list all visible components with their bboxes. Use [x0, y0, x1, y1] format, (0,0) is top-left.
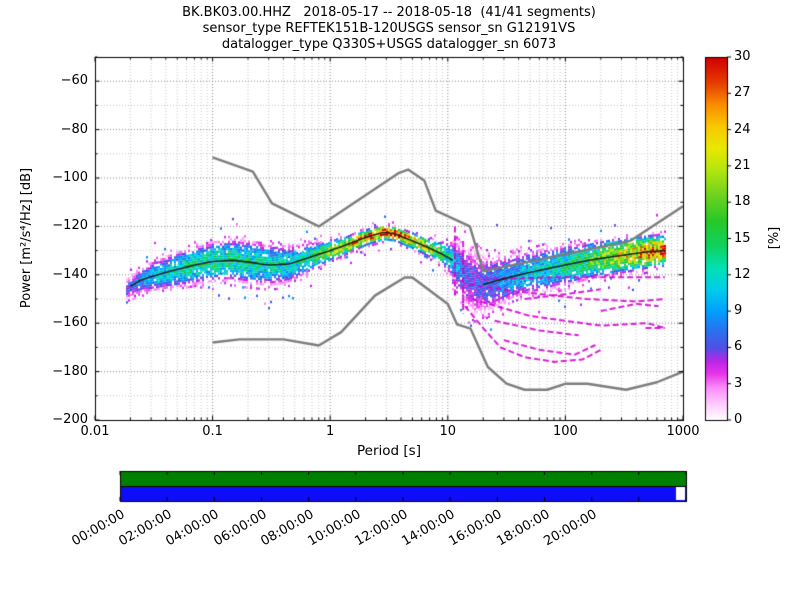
ppsd-figure: BK.BK03.00.HHZ 2018-05-17 -- 2018-05-18 …	[0, 0, 800, 600]
ppsd-plot-canvas	[0, 0, 800, 600]
